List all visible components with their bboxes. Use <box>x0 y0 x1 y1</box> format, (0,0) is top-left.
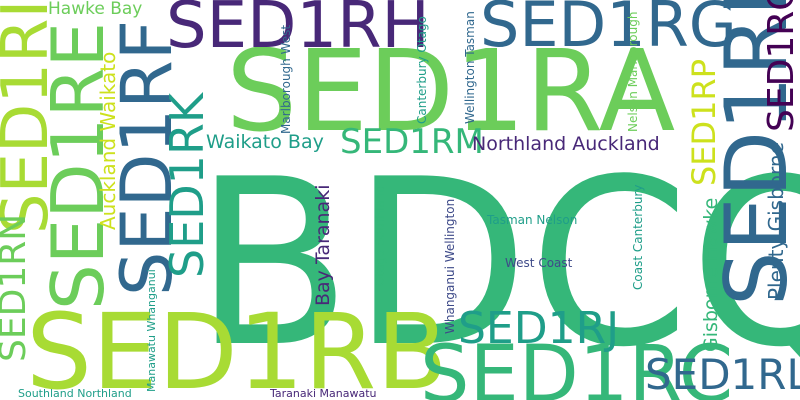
word-sed1ri: SED1RI <box>0 0 63 234</box>
word-sed1ro: SED1RO <box>761 0 800 132</box>
word-otago-southland: Otago Southland <box>373 184 387 286</box>
word-tasman-nelson: Tasman Nelson <box>487 213 578 227</box>
word-waikato-bay: Waikato Bay <box>206 131 324 153</box>
word-sed1rn: SED1RN <box>0 213 34 362</box>
word-sed1rc: SED1RC <box>420 330 734 400</box>
word-plenty-gisborne: Plenty Gisborne <box>764 142 788 300</box>
word-sed1ra: SED1RA <box>226 27 676 157</box>
word-bay-taranaki: Bay Taranaki <box>312 184 334 307</box>
word-marlborough-west: Marlborough West <box>279 24 293 134</box>
word-sed1rk: SED1RK <box>160 92 214 278</box>
word-taranaki-manawatu: Taranaki Manawatu <box>270 387 377 400</box>
word-coast-canterbury: Coast Canterbury <box>631 184 645 290</box>
word-sed1rb: SED1RB <box>26 291 448 400</box>
word-sed1rm: SED1RM <box>340 122 484 162</box>
word-sed1rl: SED1RL <box>645 350 800 399</box>
word-whanganui-wellington: Whanganui Wellington <box>443 198 457 334</box>
word-gisborne-hawke: Gisborne Hawke <box>700 197 722 352</box>
word-bdcq: BDCQ <box>194 131 800 398</box>
word-auckland-waikato: Auckland Waikato <box>96 51 120 230</box>
word-sed1rg: SED1RG <box>480 0 737 61</box>
word-sed1rj: SED1RJ <box>458 303 620 354</box>
word-southland-northland: Southland Northland <box>18 387 132 400</box>
word-canterbury-otago: Canterbury Otago <box>415 16 429 124</box>
word-sed1rh: SED1RH <box>166 0 430 63</box>
word-west-coast: West Coast <box>505 256 573 270</box>
word-sed1rp: SED1RP <box>685 58 723 186</box>
word-hawke-bay: Hawke Bay <box>48 0 143 19</box>
word-northland-auckland: Northland Auckland <box>472 133 660 155</box>
word-nelson-marlborough: Nelson Marlborough <box>626 11 640 132</box>
word-wellington-tasman: Wellington Tasman <box>463 11 477 124</box>
word-manawatu-whanganui: Manawatu Whanganui <box>145 269 158 392</box>
